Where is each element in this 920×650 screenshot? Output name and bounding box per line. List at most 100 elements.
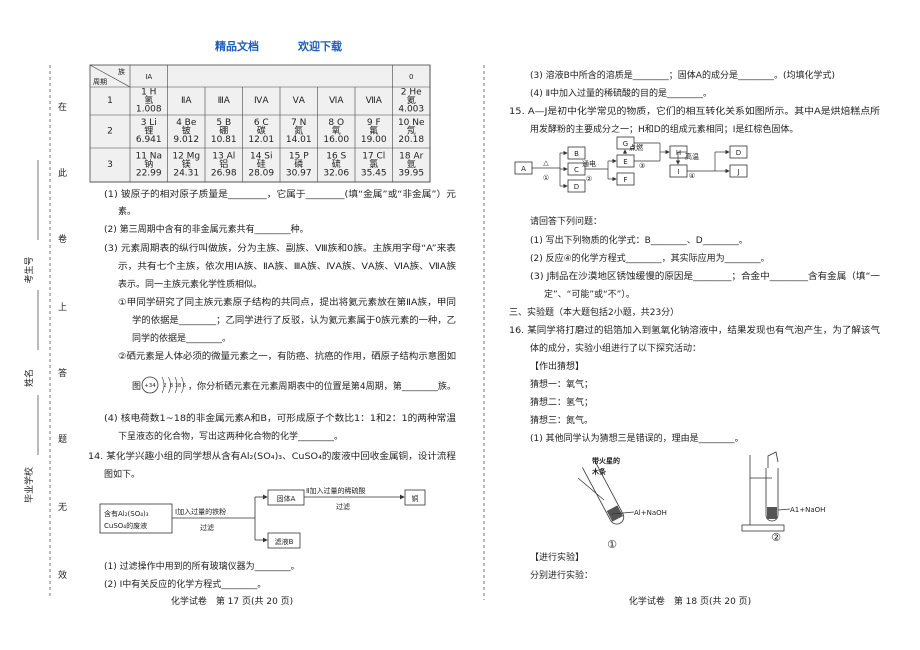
question-line: 图 [132, 381, 141, 392]
node-label: C [574, 166, 579, 174]
leader [777, 508, 791, 511]
flow-text: CuSO₄的废液 [104, 521, 147, 530]
element-text: ⅥA [329, 96, 344, 106]
element-text: 18 Ar [399, 152, 423, 162]
element-text: 30.97 [286, 168, 312, 178]
period-label: 1 [107, 96, 113, 106]
question-line: 14. 某化学兴趣小组的同学想从含有Al₂(SO₄)₃、CuSO₄的废液中回收金… [88, 450, 456, 462]
question-line: (4) 核电荷数1~18的非金属元素A和B，可形成原子个数比1：1和2：1的两种… [104, 412, 456, 424]
element-text: 10 Ne [398, 118, 425, 128]
condition-label: 通电 [582, 159, 596, 168]
condition-label: ④ [689, 172, 695, 180]
question-line: 表示。同一主族元素化学性质相似。 [118, 278, 262, 290]
element-text: 8 O [328, 118, 344, 128]
element-text: 14 Si [250, 152, 273, 162]
question-line: (1) 其他同学认为猜想三是错误的，理由是________。 [530, 432, 744, 444]
element-text: 硼 [219, 126, 228, 137]
question-line: (1) 铍原子的相对原子质量是________，它属于________(填“金属… [104, 188, 456, 200]
node-label: B [574, 150, 579, 158]
question-line: (2) Ⅰ中有关反应的化学方程式________。 [104, 578, 266, 590]
node-box [567, 179, 586, 193]
apparatus-label: 带火星的 [592, 456, 620, 465]
element-text: 氮 [294, 125, 303, 137]
element-text: ⅡA [181, 96, 192, 106]
element-text: 14.01 [286, 135, 312, 145]
question-line: ，你分析硒元素在元素周期表中的位置是第4周期，第________族。 [188, 380, 456, 392]
apparatus-number: ① [607, 538, 617, 551]
seal-char: 卷 [58, 233, 67, 245]
element-text: 氩 [407, 158, 416, 170]
element-text: 32.06 [323, 168, 349, 178]
atom-diagram [141, 376, 184, 394]
element-text: 锂 [144, 125, 153, 137]
shell-count: 2 [163, 383, 166, 389]
element-text: 9.012 [173, 135, 199, 145]
shell-arc [168, 376, 171, 394]
question-line: ①甲同学研究了同主族元素原子结构的共同点，提出将氦元素放在第ⅡA族，甲同 [118, 296, 456, 308]
periodic-table [89, 64, 431, 183]
flow-text: 滤液B [275, 537, 294, 546]
apparatus-two [741, 451, 791, 532]
relation-diagram [514, 136, 748, 193]
question-line: 定”、“可能”或“不”）。 [544, 288, 635, 300]
field-label: 毕业学校 [23, 467, 35, 503]
shell-count: 6 [183, 383, 186, 389]
element-text: 2 He [401, 88, 422, 98]
test-tube [765, 468, 779, 522]
node-label: I [677, 168, 679, 176]
apparatus-label: Al+NaOH [634, 509, 667, 517]
question-line: 三、实验题（本大题包括2小题，共23分） [509, 306, 679, 318]
condition-label: 点燃 [629, 143, 643, 152]
header-title: 欢迎下载 [297, 39, 342, 53]
seal-char: 上 [58, 302, 67, 313]
node-label: H [676, 149, 681, 157]
element-text: 1.008 [136, 104, 162, 114]
shell-count: 8 [170, 383, 173, 389]
apparatus-label: A1+NaOH [790, 506, 825, 514]
page-footer: 化学试卷 第 17 页(共 20 页) [171, 595, 293, 607]
element-text: 39.95 [398, 168, 424, 178]
flow-box [267, 489, 305, 506]
element-text: 9 F [367, 118, 381, 128]
flow-text: Ⅰ加入过量的铁粉 [175, 507, 226, 516]
test-tube [582, 460, 625, 525]
question-line: 同学的依据是________。 [132, 332, 231, 344]
corner-diagonal [89, 64, 131, 88]
question-line: 15. A—J是初中化学常见的物质，它们的相互转化关系如图所示。其中A是烘焙糕点… [509, 105, 880, 117]
apparatus-number: ② [771, 531, 781, 544]
question-line: 猜想三：氮气。 [530, 414, 593, 426]
question-line: (1) 写出下列物质的化学式：B________、D________。 [530, 234, 748, 246]
element-text: 氢 [144, 94, 153, 106]
element-text: 16 S [326, 152, 346, 162]
header-title: 精品文档 [215, 39, 259, 53]
element-text: 铍 [182, 125, 191, 137]
element-text: 硫 [332, 158, 341, 170]
question-line: 请回答下列问题： [530, 215, 602, 227]
condition-label: ③ [639, 162, 645, 170]
flow-box [99, 503, 173, 534]
condition-label: ① [543, 174, 549, 182]
element-text: 24.31 [173, 168, 199, 178]
element-text: 氟 [369, 125, 378, 137]
element-text: 钠 [144, 158, 153, 170]
question-line: 图如下。 [104, 468, 140, 480]
stand-base [741, 524, 785, 532]
question-line: ②硒元素是人体必须的微量元素之一，有防癌、抗癌的作用，硒原子结构示意图如 [118, 350, 456, 362]
question-line: 分别进行实验： [530, 569, 593, 581]
element-text: 镁 [182, 158, 191, 170]
question-line: (4) Ⅱ中加入过量的稀硫酸的目的是________。 [530, 87, 712, 99]
element-text: 20.18 [398, 135, 424, 145]
nucleus-charge: +34 [144, 383, 156, 389]
element-text: ⅢA [218, 96, 231, 106]
element-text: 10.81 [211, 135, 237, 145]
apparatus-label: 木条 [591, 467, 607, 476]
condition-label: 高温 [685, 152, 699, 161]
node-label: G [623, 140, 628, 148]
field-label: 姓名 [23, 369, 35, 387]
element-text: 22.99 [136, 168, 162, 178]
seal-char: 此 [58, 167, 67, 179]
element-text: 17 Cl [362, 152, 385, 162]
element-text: 氦 [407, 94, 416, 106]
